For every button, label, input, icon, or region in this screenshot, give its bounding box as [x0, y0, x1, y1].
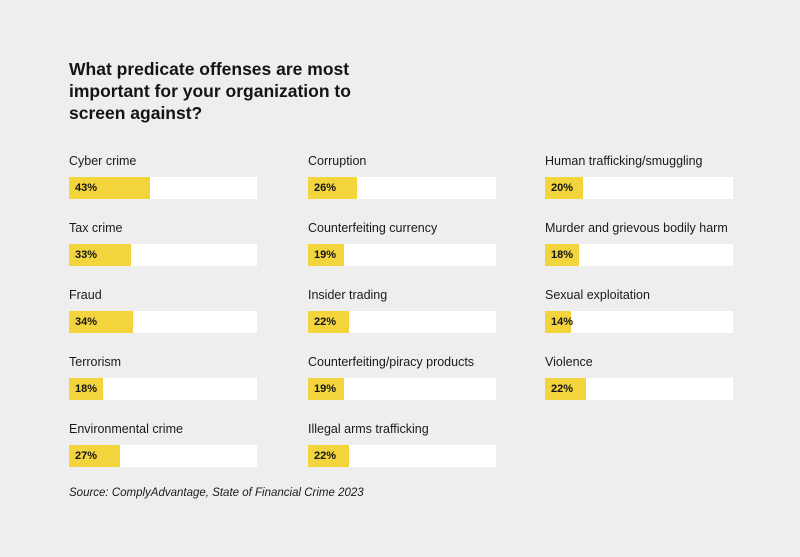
bar-label: Human trafficking/smuggling — [545, 154, 703, 168]
bar — [69, 311, 133, 333]
bar-item: Illegal arms trafficking 22% — [308, 422, 496, 489]
bar-value-label: 18% — [551, 249, 574, 261]
column-3: Human trafficking/smuggling 20% Murder and… — [545, 154, 733, 422]
bar — [545, 177, 583, 199]
bar-item: Environmental crime 27% — [69, 422, 257, 489]
bar-track: 20% — [545, 177, 733, 199]
column-2: Corruption 26% Counterfeiting currency 19% I… — [308, 154, 496, 489]
bar-label: Sexual exploitation — [545, 288, 650, 302]
bar-value-label: 34% — [75, 316, 98, 328]
bar-value-label: 14% — [551, 316, 574, 328]
bar-track: 22% — [308, 445, 496, 467]
bar — [308, 445, 350, 467]
bar-track: 14% — [545, 311, 733, 333]
bar — [545, 244, 579, 266]
bar-track: 26% — [308, 177, 496, 199]
bar — [69, 378, 103, 400]
bar-label: Corruption — [308, 154, 367, 168]
bar-value-label: 22% — [551, 383, 574, 395]
bar-track: 22% — [545, 378, 733, 400]
bar-track: 34% — [69, 311, 257, 333]
bar-label: Insider trading — [308, 288, 388, 302]
bar — [69, 244, 132, 266]
bar-item: Cyber crime 43% — [69, 154, 257, 221]
bar-label: Fraud — [69, 288, 102, 302]
bar-label: Tax crime — [69, 221, 123, 235]
bar-value-label: 22% — [314, 450, 337, 462]
source-note: Source: ComplyAdvantage, State of Financ… — [69, 487, 364, 499]
bar-value-label: 19% — [314, 383, 337, 395]
bar — [308, 244, 344, 266]
column-1: Cyber crime 43% Tax crime 33% Fraud 34% Terror… — [69, 154, 257, 489]
bar-item: Counterfeiting/piracy products 19% — [308, 355, 496, 422]
bar — [545, 311, 572, 333]
bar-value-label: 43% — [75, 182, 98, 194]
bar-item: Tax crime 33% — [69, 221, 257, 288]
bar-track: 22% — [308, 311, 496, 333]
chart-title: What predicate offenses are most importa… — [69, 59, 351, 123]
bar — [545, 378, 587, 400]
bar-label: Cyber crime — [69, 154, 137, 168]
bar-track: 27% — [69, 445, 257, 467]
bar-item: Murder and grievous bodily harm 18% — [545, 221, 733, 288]
bar-item: Insider trading 22% — [308, 288, 496, 355]
bar-value-label: 18% — [75, 383, 98, 395]
bar — [308, 311, 350, 333]
bar-item: Violence 22% — [545, 355, 733, 422]
bar-value-label: 19% — [314, 249, 337, 261]
bar-track: 18% — [69, 378, 257, 400]
bar-track: 18% — [545, 244, 733, 266]
bar-value-label: 27% — [75, 450, 98, 462]
bar-value-label: 20% — [551, 182, 574, 194]
bar — [69, 445, 120, 467]
bar-item: Corruption 26% — [308, 154, 496, 221]
bar — [308, 378, 344, 400]
bar-track: 19% — [308, 244, 496, 266]
bar-item: Terrorism 18% — [69, 355, 257, 422]
bar-value-label: 33% — [75, 249, 98, 261]
bar-label: Environmental crime — [69, 422, 183, 436]
bar-item: Counterfeiting currency 19% — [308, 221, 496, 288]
bar-label: Violence — [545, 355, 593, 369]
bar-label: Terrorism — [69, 355, 122, 369]
bar-track: 19% — [308, 378, 496, 400]
bar-value-label: 26% — [314, 182, 337, 194]
bar-value-label: 22% — [314, 316, 337, 328]
bar-label: Murder and grievous bodily harm — [545, 221, 728, 235]
bar-item: Fraud 34% — [69, 288, 257, 355]
bar-label: Counterfeiting currency — [308, 221, 438, 235]
bar-label: Illegal arms trafficking — [308, 422, 429, 436]
bar-item: Sexual exploitation 14% — [545, 288, 733, 355]
bar-track: 33% — [69, 244, 257, 266]
bar — [69, 177, 150, 199]
bar — [308, 177, 357, 199]
bar-track: 43% — [69, 177, 257, 199]
bar-label: Counterfeiting/piracy products — [308, 355, 475, 369]
bar-item: Human trafficking/smuggling 20% — [545, 154, 733, 221]
